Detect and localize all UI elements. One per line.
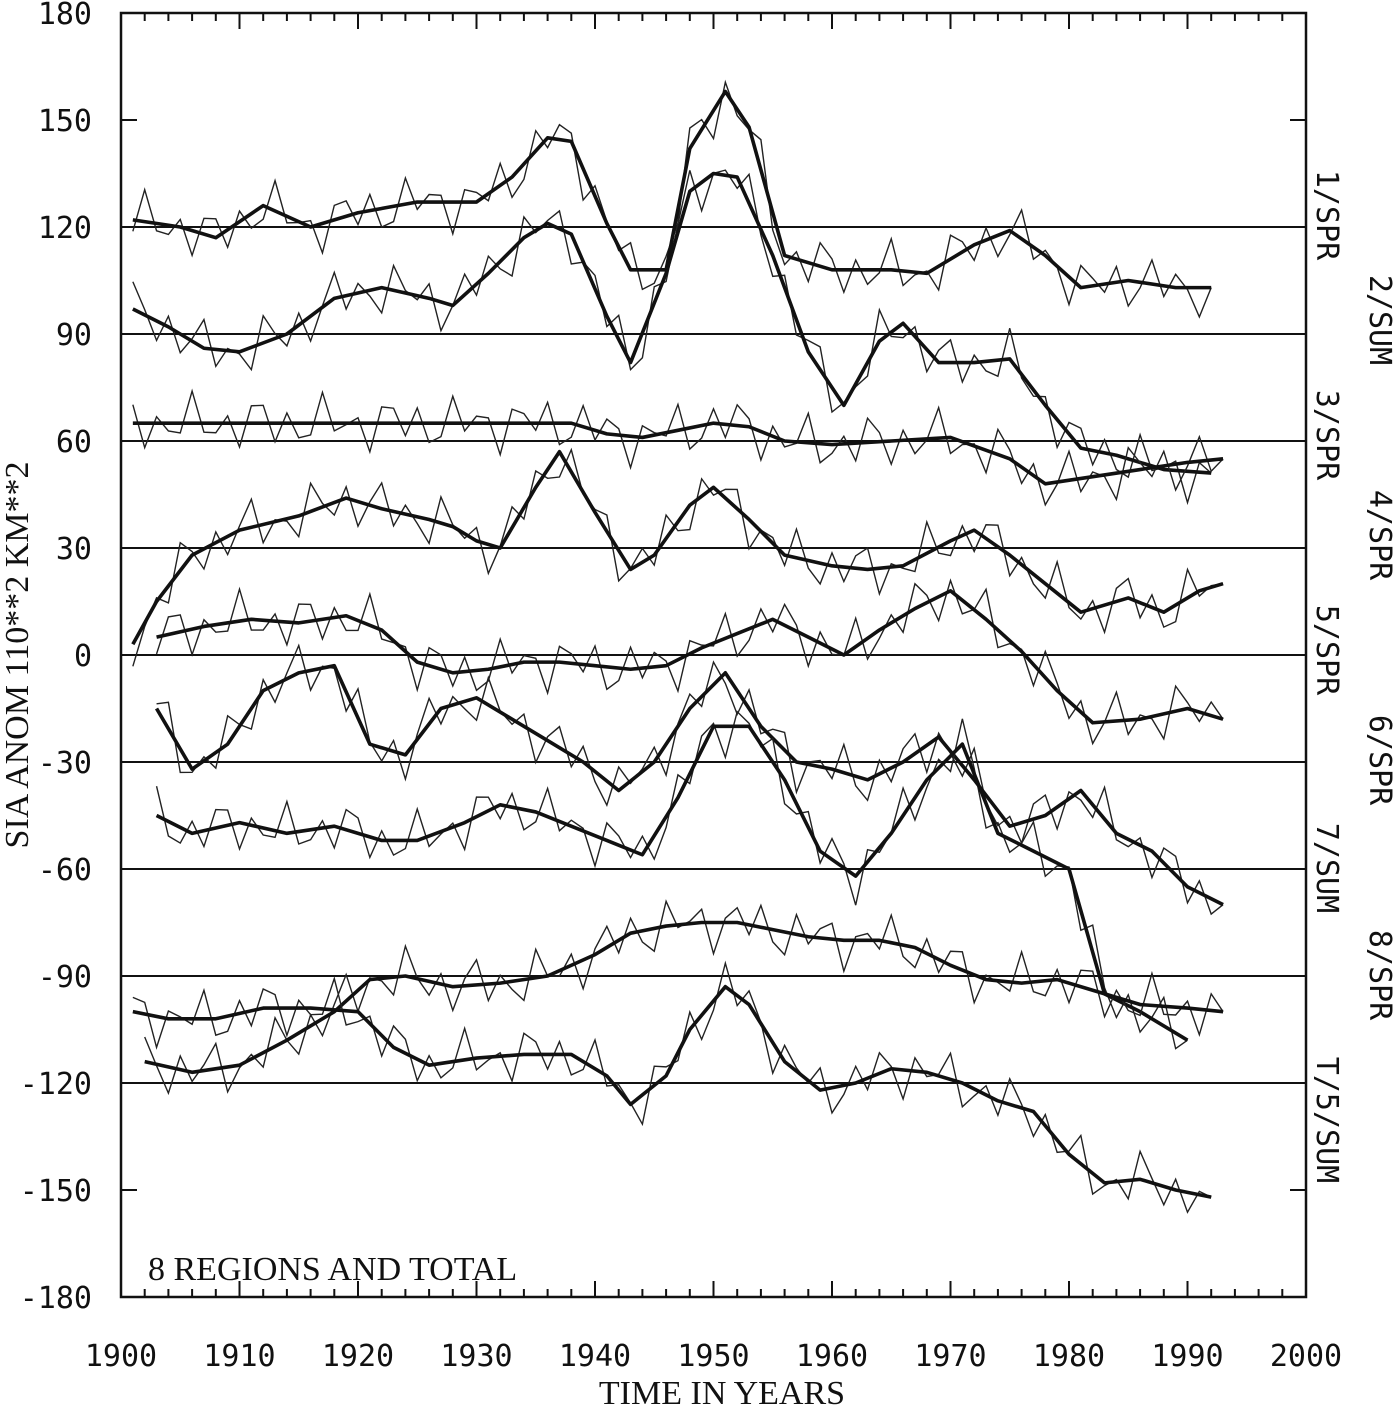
series-smooth-4/SPR [131, 449, 1224, 646]
series-raw-8/SPR [144, 899, 1224, 1096]
x-axis-title: TIME IN YEARS [599, 1375, 845, 1412]
series-label-T-5-SUM: T/5/SUM [1309, 1057, 1344, 1183]
series-smooth-3/SPR [132, 421, 1224, 486]
series-raw-5/SPR [155, 578, 1224, 746]
series-label-7-SUM: 7/SUM [1309, 823, 1344, 913]
series-smooth-5/SPR [156, 588, 1224, 725]
y-tick-label: 150 [38, 104, 92, 139]
series-raw-T/5/SUM [132, 960, 1212, 1214]
y-axis-title: SIA ANOM 110**2 KM**2 [0, 462, 36, 849]
series-lines [131, 79, 1224, 1214]
y-tick-label: 30 [56, 532, 92, 567]
y-tick-label: -30 [38, 746, 92, 781]
x-tick-label: 1950 [677, 1339, 749, 1374]
series-smooth-T/5/SUM [132, 984, 1212, 1199]
series-label-1-SPR: 1/SPR [1309, 170, 1344, 261]
series-label-6-SPR: 6/SPR [1362, 715, 1397, 806]
x-tick-label: 1990 [1151, 1339, 1223, 1374]
y-tick-label: -90 [38, 960, 92, 995]
baseline-lines [121, 226, 1306, 1084]
x-tick-label: 1940 [559, 1339, 631, 1374]
x-tick-label: 2000 [1270, 1339, 1342, 1374]
x-tick-label: 1970 [914, 1339, 986, 1374]
series-smooth-2/SUM [132, 171, 1212, 475]
x-tick-label: 1900 [85, 1339, 157, 1374]
series-raw-6/SPR [156, 643, 1224, 916]
x-tick-label: 1930 [440, 1339, 512, 1374]
x-tick-label: 1980 [1033, 1339, 1105, 1374]
series-raw-4/SPR [132, 447, 1224, 667]
y-tick-label: 60 [56, 425, 92, 460]
series-smooth-7/SUM [155, 724, 1189, 1042]
chart-annotation: 8 REGIONS AND TOTAL [148, 1251, 517, 1288]
series-raw-3/SPR [132, 388, 1224, 507]
series-name-labels: 1/SPR 2/SUM 3/SPR 4/SPR 5/SPR 6/SPR 7/SUM 8/SPR… [1309, 170, 1397, 1183]
y-tick-label: -180 [20, 1281, 92, 1316]
y-tick-label: 90 [56, 318, 92, 353]
series-smooth-8/SPR [144, 920, 1224, 1075]
x-tick-label: 1910 [203, 1339, 275, 1374]
series-smooth-6/SPR [154, 663, 1224, 907]
x-tick-label: 1920 [322, 1339, 394, 1374]
y-tick-label: 0 [74, 639, 92, 674]
x-tick-label: 1960 [796, 1339, 868, 1374]
series-label-4-SPR: 4/SPR [1362, 490, 1397, 581]
y-tick-label: 120 [38, 211, 92, 246]
y-tick-label: -120 [20, 1067, 92, 1102]
series-label-5-SPR: 5/SPR [1309, 605, 1344, 696]
y-tick-label: -60 [38, 853, 92, 888]
series-label-2-SUM: 2/SUM [1362, 275, 1397, 365]
series-raw-7/SUM [155, 710, 1188, 1050]
axis-ticks [120, 12, 1307, 1298]
series-smooth-1/SPR [132, 89, 1212, 290]
series-raw-1/SPR [132, 79, 1212, 319]
series-label-8-SPR: 8/SPR [1362, 930, 1397, 1021]
series-label-3-SPR: 3/SPR [1309, 390, 1344, 481]
y-tick-label: 180 [38, 0, 92, 32]
y-tick-label: -150 [20, 1174, 92, 1209]
tick-labels: -180 -150 -120 -90 -60 -30 0 30 60 90 120 150 180 190… [20, 0, 1342, 1374]
